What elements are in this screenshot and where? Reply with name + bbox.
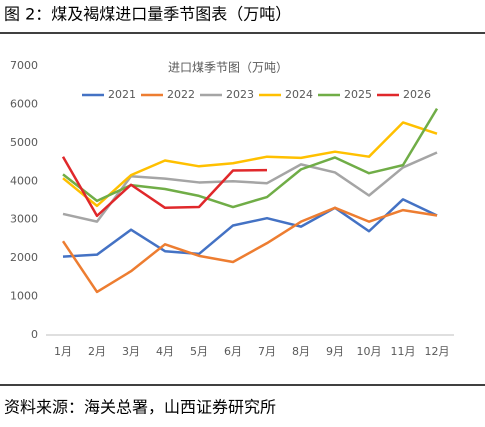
legend-label: 2022 <box>167 88 195 101</box>
x-tick-label: 6月 <box>224 345 242 358</box>
x-tick-label: 10月 <box>357 345 382 358</box>
x-tick-label: 5月 <box>190 345 208 358</box>
x-tick-label: 12月 <box>425 345 450 358</box>
x-tick-label: 9月 <box>326 345 344 358</box>
x-tick-label: 2月 <box>88 345 106 358</box>
y-tick-label: 3000 <box>10 213 38 226</box>
series-line <box>61 206 438 294</box>
x-tick-label: 1月 <box>54 345 72 358</box>
x-tick-label: 7月 <box>258 345 276 358</box>
series-line <box>62 108 439 209</box>
legend-label: 2026 <box>403 88 431 101</box>
legend-label: 2024 <box>285 88 313 101</box>
series-line <box>62 198 438 258</box>
y-tick-label: 1000 <box>10 290 38 303</box>
y-tick-label: 5000 <box>10 136 38 149</box>
series-line <box>61 156 268 218</box>
header-title: 图 2：煤及褐煤进口量季节图表（万吨） <box>4 5 291 24</box>
x-tick-label: 3月 <box>122 345 140 358</box>
series-line <box>62 151 438 223</box>
x-tick-label: 11月 <box>391 345 416 358</box>
series-line <box>62 121 438 208</box>
legend-label: 2023 <box>226 88 254 101</box>
x-tick-label: 4月 <box>156 345 174 358</box>
y-tick-label: 2000 <box>10 251 38 264</box>
source-note: 资料来源：海关总署，山西证券研究所 <box>4 398 276 417</box>
y-tick-label: 7000 <box>10 59 38 72</box>
y-tick-label: 6000 <box>10 97 38 110</box>
legend-label: 2021 <box>108 88 136 101</box>
y-tick-label: 0 <box>31 328 38 341</box>
chart-title: 进口煤季节图（万吨） <box>168 61 288 75</box>
x-tick-label: 8月 <box>292 345 310 358</box>
y-tick-label: 4000 <box>10 174 38 187</box>
legend-label: 2025 <box>344 88 372 101</box>
